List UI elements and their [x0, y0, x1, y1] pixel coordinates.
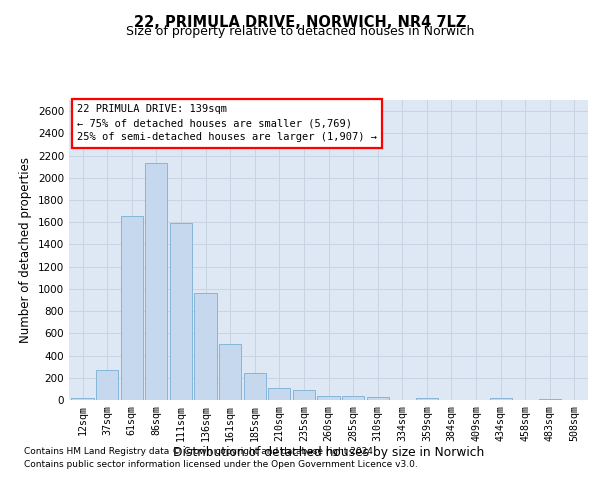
Bar	[317, 396, 340, 400]
Bar	[342, 396, 364, 400]
Bar	[539, 399, 561, 400]
Text: Size of property relative to detached houses in Norwich: Size of property relative to detached ho…	[126, 25, 474, 38]
Bar	[416, 398, 438, 400]
Bar	[71, 398, 94, 400]
Bar	[121, 216, 143, 400]
Bar	[145, 164, 167, 400]
X-axis label: Distribution of detached houses by size in Norwich: Distribution of detached houses by size …	[173, 446, 484, 460]
Bar	[268, 388, 290, 400]
Bar	[490, 398, 512, 400]
Text: 22 PRIMULA DRIVE: 139sqm
← 75% of detached houses are smaller (5,769)
25% of sem: 22 PRIMULA DRIVE: 139sqm ← 75% of detach…	[77, 104, 377, 142]
Bar	[219, 344, 241, 400]
Text: Contains HM Land Registry data © Crown copyright and database right 2024.: Contains HM Land Registry data © Crown c…	[24, 448, 376, 456]
Bar	[367, 397, 389, 400]
Bar	[244, 373, 266, 400]
Y-axis label: Number of detached properties: Number of detached properties	[19, 157, 32, 343]
Bar	[96, 370, 118, 400]
Text: Contains public sector information licensed under the Open Government Licence v3: Contains public sector information licen…	[24, 460, 418, 469]
Bar	[170, 224, 192, 400]
Bar	[293, 390, 315, 400]
Bar	[194, 294, 217, 400]
Text: 22, PRIMULA DRIVE, NORWICH, NR4 7LZ: 22, PRIMULA DRIVE, NORWICH, NR4 7LZ	[134, 15, 466, 30]
